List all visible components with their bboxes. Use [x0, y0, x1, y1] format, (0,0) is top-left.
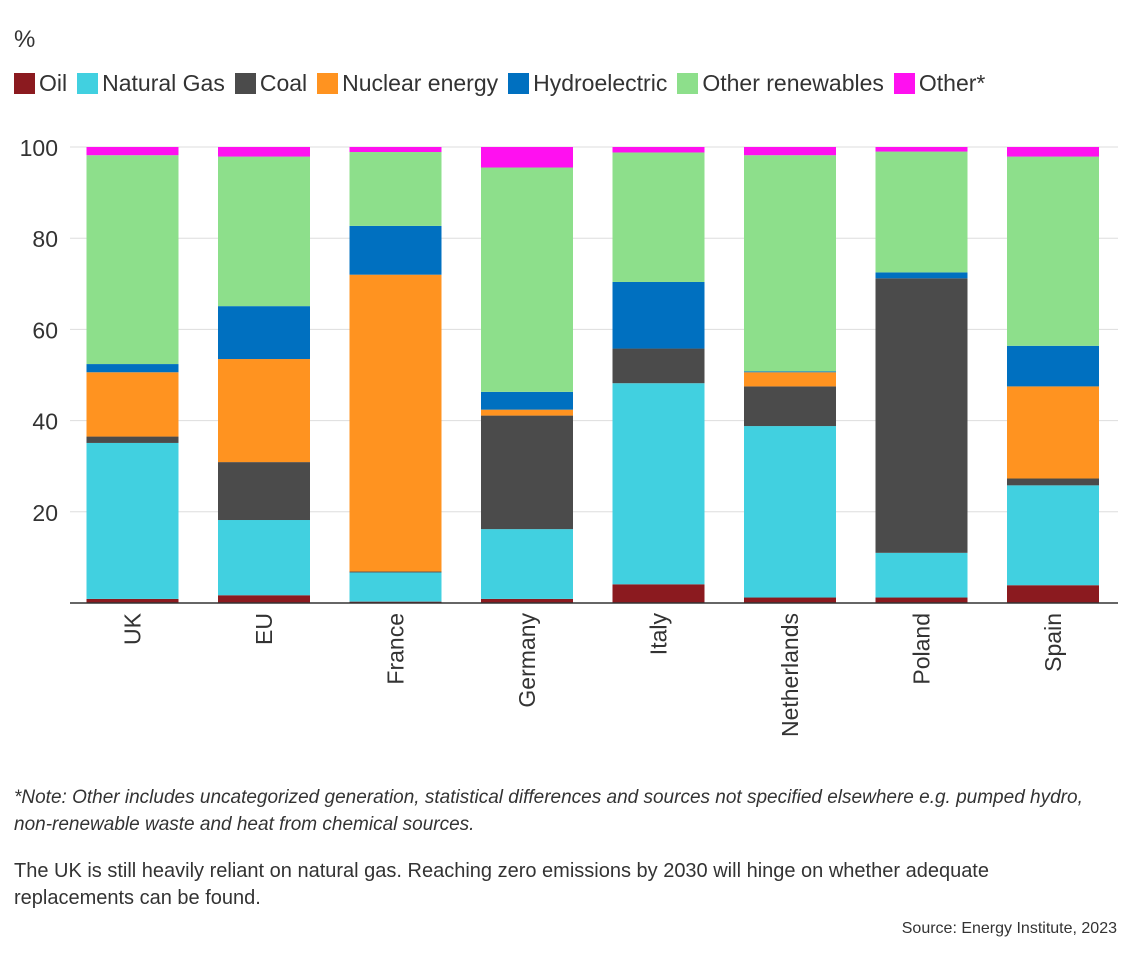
- bar-segment: [218, 306, 310, 360]
- bar-segment: [218, 156, 310, 307]
- bar-segment: [218, 462, 310, 521]
- bar-segment: [744, 372, 836, 387]
- legend-item: Nuclear energy: [317, 70, 498, 97]
- y-tick-label: 40: [32, 409, 58, 435]
- x-category-label: UK: [120, 612, 146, 645]
- bar-segment: [481, 147, 573, 168]
- bar-segment: [1007, 156, 1099, 346]
- x-category-label: Netherlands: [777, 613, 803, 737]
- bar-segment: [744, 597, 836, 603]
- bar-segment: [612, 152, 705, 282]
- bar-segment: [1007, 478, 1099, 486]
- legend-label: Nuclear energy: [342, 70, 499, 96]
- y-tick-label: 20: [32, 500, 58, 526]
- bar-segment: [481, 415, 573, 530]
- legend-item: Natural Gas: [77, 70, 225, 97]
- bar-segment: [875, 552, 968, 598]
- legend-item: Coal: [234, 70, 308, 97]
- x-category-label: Italy: [646, 613, 672, 656]
- bar-segment: [744, 386, 836, 427]
- bar-segment: [481, 598, 573, 603]
- bar-segment: [1007, 585, 1099, 603]
- bar-segment: [349, 571, 442, 573]
- bar-segment: [86, 364, 179, 373]
- bar-segment: [744, 155, 836, 372]
- bar-segment: [349, 152, 442, 226]
- bar-segment: [481, 409, 573, 416]
- bar-segment: [875, 272, 968, 279]
- legend-swatch: [14, 73, 35, 94]
- bar-segment: [744, 371, 836, 373]
- bar-segment: [1007, 386, 1099, 479]
- bar-segment: [218, 595, 310, 603]
- legend-swatch: [234, 73, 256, 94]
- bar-segment: [1007, 345, 1099, 387]
- legend-swatch: [677, 73, 699, 94]
- legend-label: Other renewables: [702, 70, 884, 96]
- bar-segment: [218, 359, 310, 463]
- legend-label: Other*: [918, 70, 986, 96]
- bar-segment: [86, 442, 179, 599]
- bar-segment: [875, 151, 968, 273]
- bar-segment: [612, 348, 705, 384]
- bar-segment: [86, 598, 179, 603]
- bar-segment: [612, 584, 705, 603]
- legend-label: Oil: [39, 70, 68, 96]
- bar-segment: [612, 281, 705, 349]
- bar-segment: [612, 147, 705, 153]
- bar-segment: [349, 225, 442, 275]
- bar-segment: [744, 147, 836, 156]
- bar-segment: [875, 278, 968, 553]
- bar-segment: [349, 274, 442, 572]
- chart-legend: Oil Natural Gas Coal Nuclear energy Hydroele…: [14, 70, 995, 97]
- bar-segment: [875, 147, 968, 152]
- bar-segment: [481, 391, 573, 410]
- legend-label: Coal: [259, 70, 308, 96]
- legend-item: Other*: [893, 70, 986, 97]
- bar-segment: [86, 147, 179, 156]
- bar-segment: [481, 167, 573, 392]
- chart-caption: The UK is still heavily reliant on natur…: [14, 860, 989, 909]
- x-category-label: Poland: [909, 613, 935, 685]
- bar-segment: [86, 436, 179, 443]
- legend-item: Other renewables: [677, 70, 884, 97]
- bar-segment: [481, 529, 573, 599]
- bar-segment: [86, 155, 179, 365]
- source-credit: Source: Energy Institute, 2023: [901, 920, 1117, 937]
- bar-segment: [218, 520, 310, 596]
- bar-segment: [349, 147, 442, 153]
- legend-swatch: [893, 73, 915, 94]
- legend-label: Natural Gas: [102, 70, 225, 96]
- bar-segment: [875, 597, 968, 603]
- x-category-label: Germany: [514, 613, 540, 708]
- legend-swatch: [317, 73, 339, 94]
- legend-label: Hydroelectric: [533, 70, 668, 96]
- bar-segment: [1007, 147, 1099, 157]
- y-tick-label: 100: [20, 135, 58, 161]
- stacked-bar-chart: 20 40 60 80 100 UK EU France Germany Italy Netherl…: [20, 135, 1118, 737]
- bar-segment: [612, 383, 705, 585]
- y-tick-label: 60: [32, 317, 58, 343]
- footnote: *Note: Other includes uncategorized gene…: [14, 787, 1083, 835]
- y-axis-unit-label: %: [14, 26, 36, 53]
- x-category-label: EU: [251, 613, 277, 645]
- bar-segment: [1007, 485, 1099, 586]
- bar-segment: [744, 426, 836, 598]
- y-tick-label: 80: [32, 226, 58, 252]
- bar-segment: [218, 147, 310, 157]
- x-category-label: Spain: [1040, 613, 1066, 672]
- bar-segment: [86, 372, 179, 437]
- legend-swatch: [77, 73, 99, 94]
- legend-swatch: [508, 73, 530, 94]
- legend-item: Oil: [14, 70, 67, 97]
- x-category-label: France: [383, 613, 409, 685]
- bar-segment: [349, 572, 442, 602]
- legend-item: Hydroelectric: [508, 70, 667, 97]
